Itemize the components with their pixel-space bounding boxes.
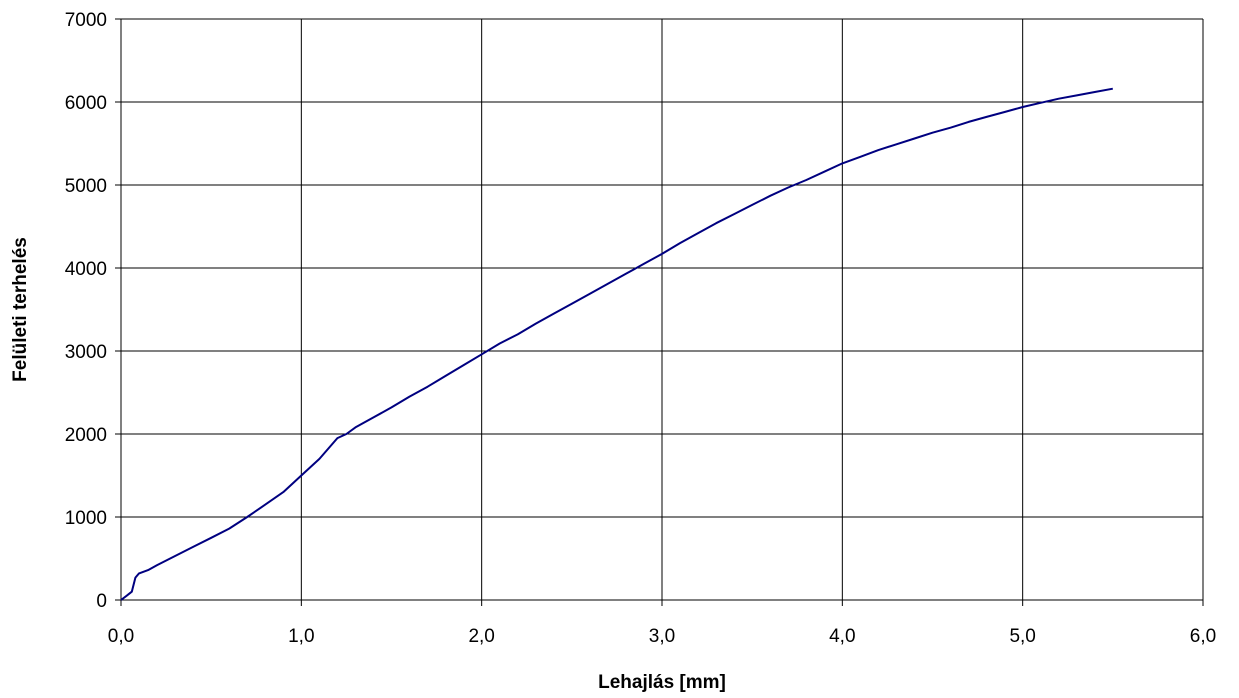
x-tick-label: 1,0 xyxy=(288,626,314,647)
x-tick-label: 4,0 xyxy=(829,626,855,647)
series-layer xyxy=(120,87,1113,601)
axes xyxy=(115,18,1204,606)
tick-labels: 0 1000 2000 3000 4000 5000 6000 7000 0,0 1,0 2,0 3,… xyxy=(65,10,1216,647)
y-tick-label: 5000 xyxy=(65,176,107,197)
x-tick-label: 3,0 xyxy=(649,626,675,647)
series-line-0 xyxy=(120,87,1113,601)
x-tick-label: 6,0 xyxy=(1190,626,1216,647)
y-tick-label: 7000 xyxy=(65,10,107,31)
y-tick-label: 2000 xyxy=(65,425,107,446)
x-axis-title: Lehajlás [mm] xyxy=(598,672,726,693)
x-tick-label: 5,0 xyxy=(1009,626,1035,647)
y-axis-title: Felületi terhelés xyxy=(10,237,31,382)
x-tick-label: 0,0 xyxy=(108,626,134,647)
grid xyxy=(121,18,1204,600)
y-tick-label: 4000 xyxy=(65,259,107,280)
y-tick-label: 1000 xyxy=(65,508,107,529)
x-tick-label: 2,0 xyxy=(468,626,494,647)
y-tick-label: 0 xyxy=(96,591,107,612)
y-tick-label: 6000 xyxy=(65,93,107,114)
y-tick-label: 3000 xyxy=(65,342,107,363)
